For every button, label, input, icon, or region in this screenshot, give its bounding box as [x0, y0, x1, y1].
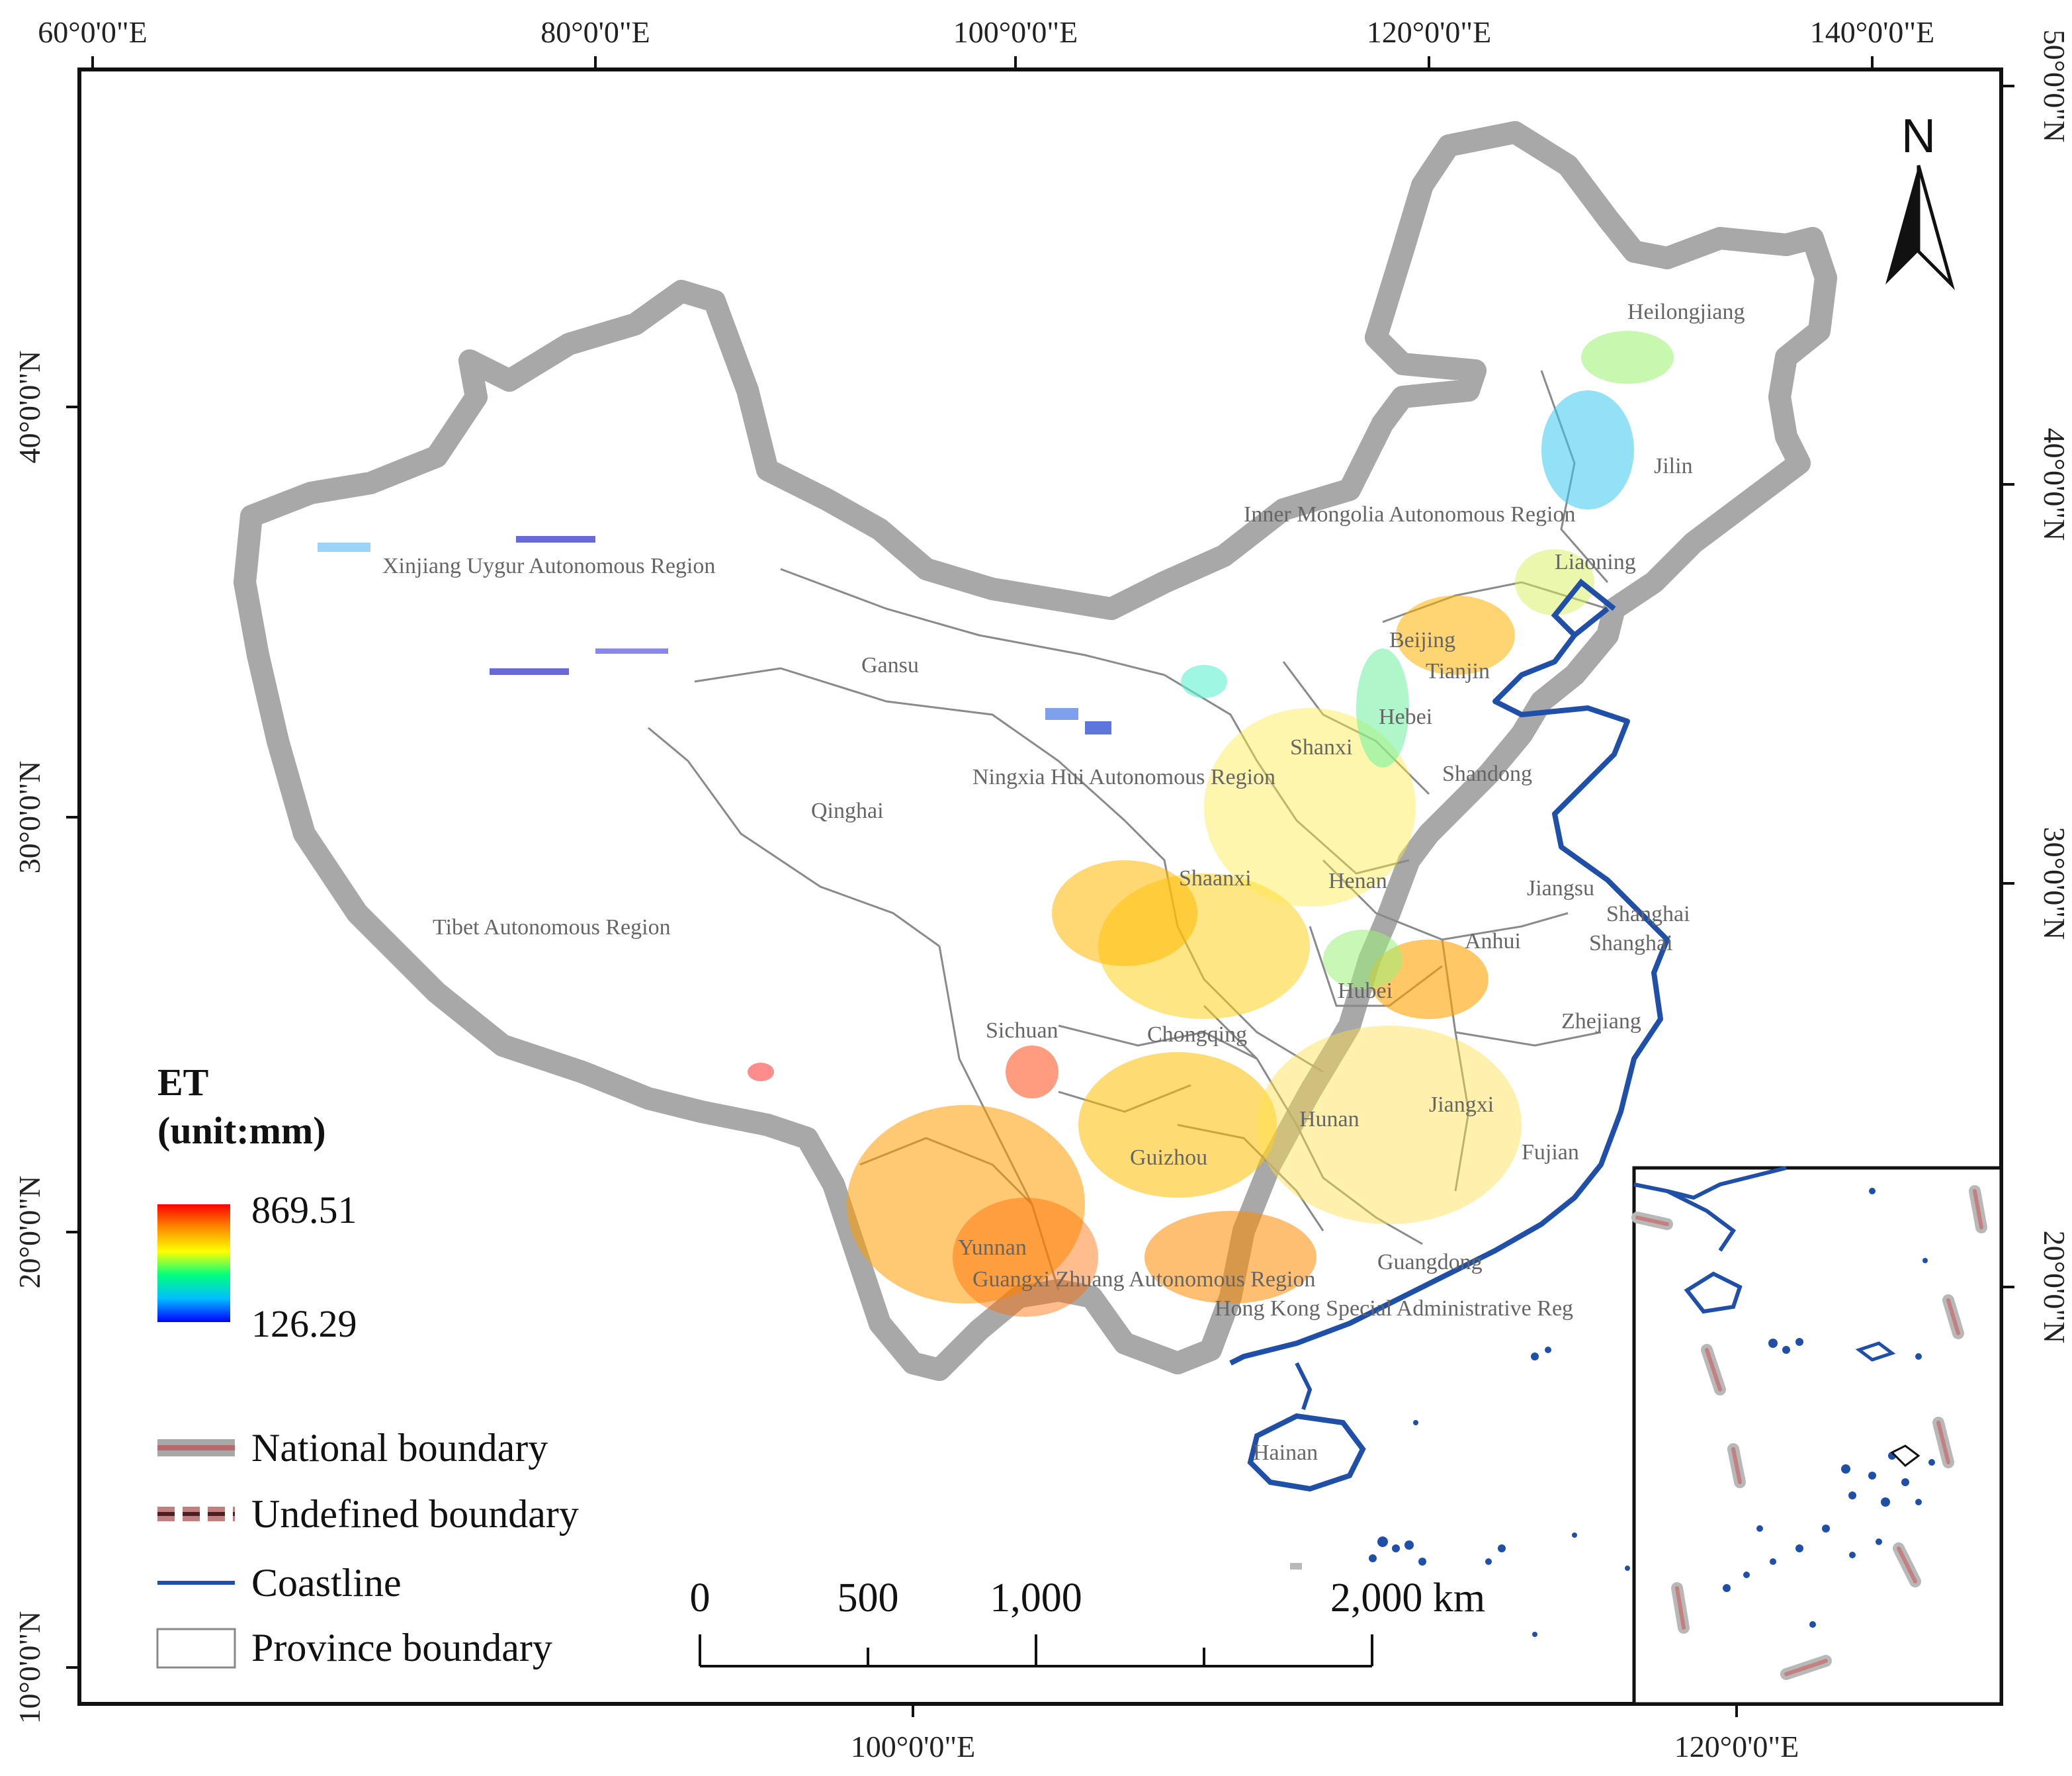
undefined-boundary-segment — [1290, 1563, 1302, 1570]
province-label: Guizhou — [1130, 1145, 1207, 1170]
north-arrow: N — [1885, 110, 1955, 290]
bottom-tick-label: 120°0'0"E — [1674, 1730, 1799, 1763]
top-tick-label: 100°0'0"E — [953, 15, 1078, 49]
legend-title: ET — [157, 1061, 208, 1104]
province-label: Beijing — [1389, 628, 1455, 652]
top-axis: 60°0'0"E 80°0'0"E 100°0'0"E 120°0'0"E 14… — [38, 15, 1934, 69]
coastline — [1229, 606, 1670, 1366]
province-label: Jilin — [1654, 454, 1693, 478]
province-label: Inner Mongolia Autonomous Region — [1244, 502, 1575, 527]
color-ramp — [157, 1204, 230, 1322]
province-label: Henan — [1328, 869, 1387, 893]
province-label: Hunan — [1299, 1107, 1360, 1132]
province-label: Qinghai — [811, 799, 884, 823]
province-label: Xinjiang Uygur Autonomous Region — [382, 554, 715, 578]
left-tick-label: 10°0'0"N — [13, 1611, 46, 1724]
legend-min-value: 126.29 — [251, 1302, 357, 1345]
province-label: Hebei — [1379, 705, 1432, 729]
province-label: Shanghai — [1606, 902, 1690, 926]
right-tick-label: 50°0'0"N — [2038, 30, 2071, 143]
scale-label: 1,000 — [990, 1576, 1082, 1621]
province-label: Chongqing — [1147, 1022, 1247, 1047]
legend-subtitle: (unit:mm) — [157, 1109, 326, 1152]
province-label: Hubei — [1338, 979, 1393, 1003]
province-label: Tianjin — [1426, 659, 1490, 684]
province-label: Zhejiang — [1561, 1009, 1641, 1034]
top-tick-label: 120°0'0"E — [1367, 15, 1492, 49]
legend-item-label: Coastline — [251, 1561, 402, 1605]
coastline-bohai — [1551, 578, 1616, 637]
scale-label: 0 — [690, 1576, 711, 1621]
province-label: Guangxi Zhuang Autonomous Region — [972, 1267, 1315, 1292]
province-label: Heilongjiang — [1627, 300, 1745, 324]
scale-label: 2,000 km — [1330, 1576, 1485, 1621]
hainan-island — [1247, 1413, 1366, 1492]
province-label: Shanghai — [1589, 931, 1673, 955]
bottom-axis: 100°0'0"E 120°0'0"E — [851, 1704, 1799, 1763]
et-raster — [318, 331, 1674, 1317]
south-china-sea-islands — [1369, 1347, 1630, 1637]
province-label: Shandong — [1442, 762, 1532, 786]
bottom-tick-label: 100°0'0"E — [851, 1730, 976, 1763]
legend-item-label: Province boundary — [251, 1626, 552, 1669]
china-map — [234, 121, 1837, 1637]
legend-max-value: 869.51 — [251, 1188, 357, 1231]
left-tick-label: 30°0'0"N — [13, 761, 46, 874]
top-tick-label: 140°0'0"E — [1810, 15, 1935, 49]
right-axis: 50°0'0"N 40°0'0"N 30°0'0"N 20°0'0"N — [2001, 30, 2071, 1344]
province-label: Gansu — [861, 653, 919, 678]
province-label: Guangdong — [1377, 1250, 1483, 1274]
province-label: Jiangsu — [1527, 876, 1594, 901]
province-label: Ningxia Hui Autonomous Region — [972, 765, 1275, 789]
top-tick-label: 60°0'0"E — [38, 15, 148, 49]
province-label: Sichuan — [986, 1018, 1058, 1043]
inset-map — [1631, 1166, 2003, 1706]
left-axis: 40°0'0"N 30°0'0"N 20°0'0"N 10°0'0"N — [13, 351, 79, 1724]
province-boundary-symbol — [156, 1628, 236, 1669]
legend: ET (unit:mm) 869.51 126.29 National boun… — [156, 1061, 579, 1669]
right-tick-label: 20°0'0"N — [2038, 1231, 2071, 1344]
province-label: Shanxi — [1290, 735, 1352, 760]
province-label: Hainan — [1253, 1441, 1318, 1465]
north-label: N — [1901, 110, 1936, 163]
top-tick-label: 80°0'0"E — [540, 15, 650, 49]
map-frame — [77, 67, 2003, 1706]
right-tick-label: 30°0'0"N — [2038, 827, 2071, 940]
province-label: Tibet Autonomous Region — [433, 915, 671, 940]
province-label: Fujian — [1522, 1140, 1579, 1165]
legend-item-label: National boundary — [251, 1426, 548, 1470]
province-label: Shaanxi — [1179, 866, 1252, 891]
right-tick-label: 40°0'0"N — [2038, 428, 2071, 541]
province-label: Hong Kong Special Administrative Reg — [1215, 1296, 1573, 1321]
province-labels: Heilongjiang Jilin Inner Mongolia Autono… — [382, 300, 1745, 1465]
province-label: Liaoning — [1555, 550, 1636, 574]
scale-bar: 0 500 1,000 2,000 km — [690, 1576, 1485, 1667]
left-tick-label: 20°0'0"N — [13, 1176, 46, 1289]
province-label: Jiangxi — [1429, 1092, 1494, 1117]
scale-label: 500 — [838, 1576, 899, 1621]
left-tick-label: 40°0'0"N — [13, 351, 46, 464]
province-label: Anhui — [1465, 929, 1521, 954]
legend-item-label: Undefined boundary — [251, 1492, 579, 1536]
province-label: Yunnan — [958, 1235, 1027, 1260]
